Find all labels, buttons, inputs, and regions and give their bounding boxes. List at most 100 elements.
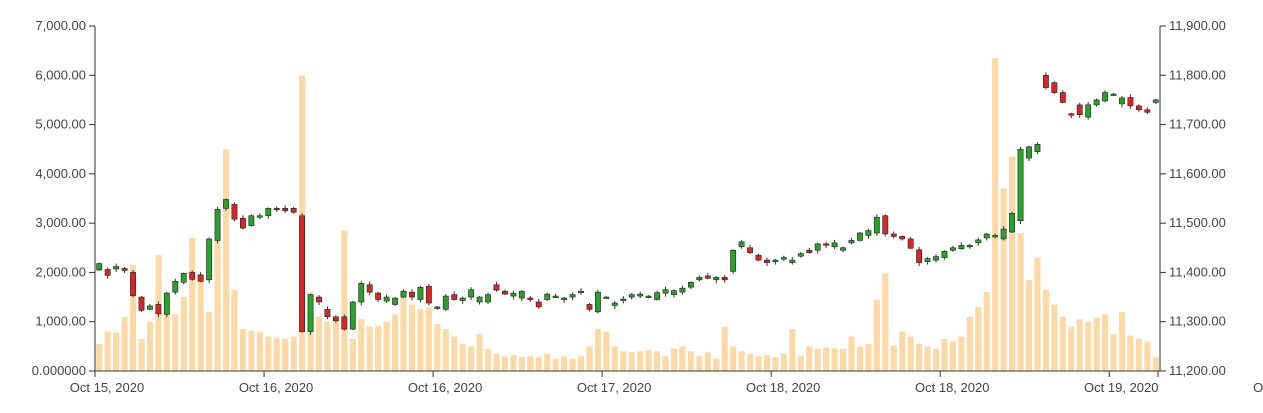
candle-up: [1110, 93, 1117, 96]
volume-bar: [747, 353, 754, 371]
volume-bar: [738, 351, 745, 371]
volume-bar: [949, 341, 956, 371]
candle-up: [696, 277, 703, 281]
volume-bar: [823, 347, 830, 371]
candle-down: [1059, 92, 1066, 103]
volume-bar: [1152, 357, 1159, 371]
volume-bar: [248, 330, 255, 371]
candle-up: [679, 287, 686, 293]
volume-bar: [1127, 335, 1134, 371]
volume-bar: [231, 289, 238, 371]
volume-bar: [873, 299, 880, 371]
x-axis-tick-label: Oct 15, 2020: [70, 380, 144, 395]
candle-up: [147, 305, 153, 310]
candle-up: [628, 294, 635, 298]
candle-down: [231, 204, 238, 220]
candle-down: [299, 215, 306, 332]
candle-up: [789, 259, 796, 263]
volume-bar: [839, 348, 847, 371]
volume-bar: [645, 350, 652, 371]
x-axis-tick-label: Oct 19, 2020: [1084, 380, 1158, 395]
left-axis-tick-label: 6,000.00: [35, 67, 86, 82]
candle-up: [662, 289, 669, 294]
candle-up: [476, 296, 483, 303]
candle-up: [206, 238, 213, 281]
volume-bar: [586, 346, 593, 371]
candle-down: [451, 294, 458, 300]
candle-up: [645, 295, 652, 298]
candle-up: [1085, 104, 1092, 118]
volume-bar: [611, 346, 618, 371]
candle-up: [552, 295, 559, 298]
volume-bar: [721, 326, 728, 371]
candle-up: [1102, 92, 1108, 102]
candle-up: [603, 296, 610, 299]
candle-up: [975, 239, 982, 244]
candle-up: [1000, 228, 1007, 240]
volume-bar: [552, 358, 559, 371]
candle-down: [332, 316, 339, 322]
volume-bar: [1068, 326, 1075, 371]
candle-up: [992, 235, 999, 238]
volume-bar: [400, 292, 407, 371]
candle-up: [349, 301, 356, 330]
candle-down: [155, 304, 162, 315]
volume-bar: [882, 273, 889, 371]
candle-up: [848, 240, 855, 244]
volume-bar: [763, 355, 771, 371]
candle-up: [214, 209, 221, 241]
volume-bar: [451, 336, 458, 371]
candle-up: [223, 199, 229, 209]
axes: 0.000000 1,000.00 2,000.00 3,000.00 4,000.00…: [32, 18, 1263, 395]
volume-bar: [375, 325, 382, 371]
candle-up: [772, 259, 779, 262]
candle-down: [806, 249, 813, 254]
candle-down: [907, 238, 914, 249]
volume-bar: [392, 314, 399, 371]
volume-bar: [442, 329, 449, 371]
volume-bar: [713, 358, 720, 371]
volume-bar: [831, 348, 838, 371]
volume-bar: [434, 324, 441, 371]
right-axis-tick-label: 11,300.00: [1169, 314, 1226, 329]
volume-bar: [679, 346, 686, 371]
candle-up: [654, 292, 661, 300]
volume-bar: [620, 351, 627, 371]
volume-bar: [239, 329, 246, 371]
x-axis-tick-label: Oct 17, 2020: [577, 380, 651, 395]
candle-down: [1051, 82, 1058, 93]
volume-bar: [1051, 304, 1058, 371]
candle-down: [121, 268, 128, 271]
volume-bar: [197, 279, 204, 371]
volume-bar: [425, 306, 432, 371]
candle-up: [831, 242, 838, 248]
volume-bar: [138, 338, 145, 371]
candle-down: [764, 259, 770, 263]
candle-up: [180, 273, 187, 283]
volume-bar: [704, 352, 711, 371]
candle-down: [1127, 97, 1134, 107]
x-axis-tick-label: Oct 18, 2020: [746, 380, 820, 395]
volume-bar: [172, 314, 179, 371]
volume-bar: [780, 353, 787, 371]
candle-down: [916, 249, 923, 263]
candle-down: [1076, 104, 1083, 116]
volume-bar: [129, 265, 137, 371]
candle-down: [130, 272, 136, 296]
volume-bar: [814, 348, 821, 371]
volume-bar: [206, 311, 213, 371]
candle-up: [485, 294, 491, 303]
volume-bar: [493, 353, 500, 371]
volume-bar: [256, 331, 263, 371]
candle-up: [713, 277, 720, 281]
volume-bar: [408, 304, 416, 371]
candle-up: [459, 297, 466, 301]
volume-bar: [383, 321, 390, 371]
volume-bar: [899, 331, 906, 371]
volume-bar: [865, 343, 872, 371]
candle-down: [104, 269, 111, 276]
candle-up: [671, 290, 677, 295]
candle-up: [172, 280, 179, 293]
volume-bar: [932, 348, 940, 371]
volume-bar: [789, 329, 796, 371]
